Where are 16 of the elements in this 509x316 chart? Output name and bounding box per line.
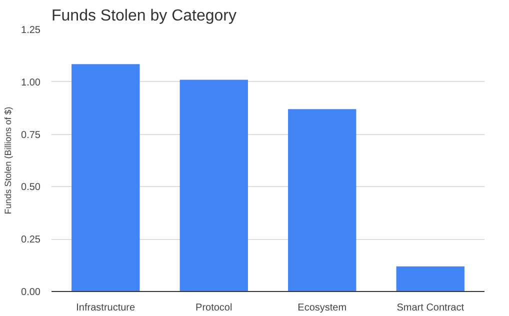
y-tick-label: 0.50: [21, 182, 41, 194]
y-tick-label: 1.25: [21, 25, 41, 36]
bar: [72, 64, 140, 292]
bar: [396, 266, 464, 292]
y-tick-label: 0.75: [21, 130, 41, 141]
chart-title: Funds Stolen by Category: [52, 8, 236, 24]
x-tick-label: Infrastructure: [76, 302, 136, 314]
y-axis-title: Funds Stolen (Billions of $): [3, 106, 14, 214]
x-tick-label: Ecosystem: [298, 302, 347, 314]
y-tick-label: 0.00: [21, 287, 41, 298]
x-tick-label: Protocol: [196, 302, 232, 314]
bar: [288, 109, 356, 292]
y-tick-label: 0.25: [21, 234, 41, 246]
y-tick-label: 1.00: [21, 77, 41, 88]
bar: [180, 80, 248, 292]
x-tick-label: Smart Contract: [396, 302, 464, 314]
